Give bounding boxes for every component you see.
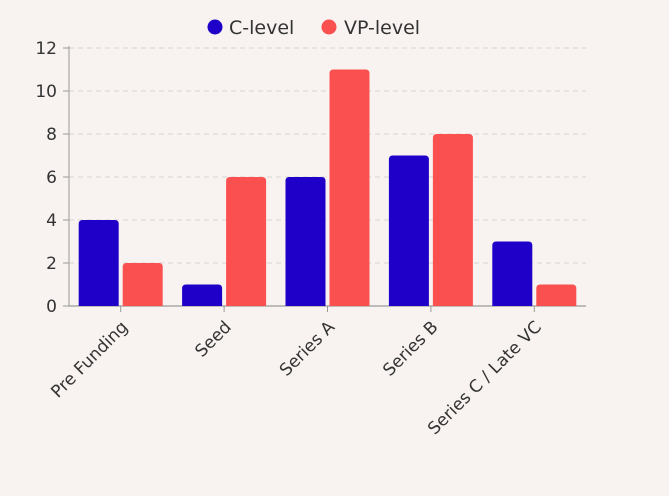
bar-vp-level-2[interactable] [329, 69, 370, 307]
y-tick-label: 6 [46, 168, 57, 188]
legend-label-c-level[interactable]: C-level [229, 17, 294, 39]
x-tick-label: Seed [191, 317, 235, 361]
legend-swatch-c-level [207, 19, 223, 35]
y-tick-label: 12 [35, 39, 57, 59]
x-tick-label: Series B [379, 317, 442, 380]
bar-c-level-2[interactable] [285, 177, 326, 306]
bars [78, 69, 577, 307]
x-tick-label: Pre Funding [47, 317, 132, 402]
bar-c-level-4[interactable] [492, 241, 533, 307]
y-tick-label: 8 [46, 125, 57, 145]
y-tick-label: 0 [46, 297, 57, 317]
legend-swatch-vp-level [321, 19, 337, 35]
bar-c-level-1[interactable] [182, 284, 223, 307]
y-tick-label: 4 [46, 211, 57, 231]
bar-c-level-3[interactable] [388, 155, 429, 307]
y-tick-label: 2 [46, 254, 57, 274]
x-tick-label: Series C / Late VC [424, 317, 546, 439]
bar-vp-level-1[interactable] [226, 177, 267, 306]
grid-lines [69, 47, 586, 264]
legend: C-level VP-level [207, 17, 420, 39]
x-tick-label: Series A [276, 317, 339, 380]
bar-vp-level-0[interactable] [122, 263, 163, 306]
bar-vp-level-4[interactable] [536, 284, 577, 307]
legend-label-vp-level[interactable]: VP-level [344, 17, 420, 39]
bar-vp-level-3[interactable] [432, 134, 473, 306]
bar-c-level-0[interactable] [78, 220, 119, 306]
y-tick-label: 10 [35, 82, 57, 102]
